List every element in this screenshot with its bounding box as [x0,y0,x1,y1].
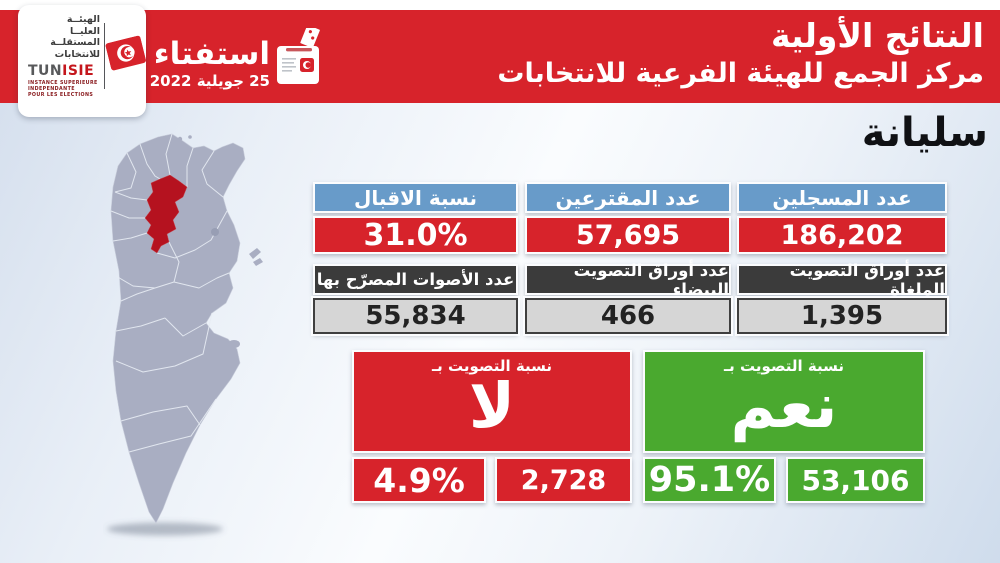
isie-french-name: INSTANCE SUPERIEURE INDEPENDANTE POUR LE… [28,81,98,98]
stat-cancelled-value: 1,395 [737,298,947,334]
vote-no-panel: نسبة التصويت بـ لا [352,350,632,453]
stat-voters-label: عدد المقترعين [525,182,731,213]
isie-arabic-name: الهيئــة العليــا المستقلــة للانتخابات [50,14,100,60]
referendum-date: 25 جويلية 2022 [149,72,270,90]
governorate-borders [110,133,230,453]
referendum-text: استفتاء 25 جويلية 2022 [150,38,270,91]
isie-latin-name: TUNISIE [28,63,95,79]
stat-valid-label: عدد الأصوات المصرّح بها [313,264,518,295]
vote-no-label: نسبة التصويت بـ [432,357,552,375]
stat-blank-value: 466 [525,298,731,334]
map-shadow [107,522,223,536]
vote-yes-label: نسبة التصويت بـ [724,357,844,375]
stat-registered-label: عدد المسجلين [737,182,947,213]
vote-no-percent: 4.9% [352,457,486,503]
tunisia-map [103,126,268,546]
stat-registered-value: 186,202 [737,216,947,254]
ballot-box-icon [274,23,324,92]
logo-divider [104,23,105,89]
stat-turnout-label: نسبة الاقبال [313,182,518,213]
tunisia-flag-icon [105,35,147,73]
header-titles: النتائج الأولية مركز الجمع للهيئة الفرعي… [497,16,984,92]
vote-yes-panel: نسبة التصويت بـ نعم [643,350,925,453]
page-subtitle: مركز الجمع للهيئة الفرعية للانتخابات [497,58,984,89]
isie-logo-card: الهيئــة العليــا المستقلــة للانتخابات … [18,5,146,117]
stat-turnout-value: 31.0% [313,216,518,254]
lake-dot [211,228,219,236]
vote-no-word: لا [468,369,516,442]
stat-cancelled-label: عدد أوراق التصويت الملغاة [737,261,947,299]
vote-yes-count: 53,106 [786,457,925,503]
vote-yes-word: نعم [730,369,838,442]
vote-yes-percent: 95.1% [643,457,776,503]
region-siliana-shape [144,174,188,254]
stat-voters-value: 57,695 [525,216,731,254]
region-name: سليانة [861,110,988,156]
stat-valid-value: 55,834 [313,298,518,334]
referendum-title: استفتاء [153,36,270,72]
vote-no-count: 2,728 [495,457,632,503]
page-title: النتائج الأولية [771,16,984,55]
header-banner: النتائج الأولية مركز الجمع للهيئة الفرعي… [0,10,1000,103]
referendum-logo: استفتاء 25 جويلية 2022 [150,23,324,104]
islands [177,135,263,348]
stat-blank-label: عدد أوراق التصويت البيضاء [525,261,731,299]
